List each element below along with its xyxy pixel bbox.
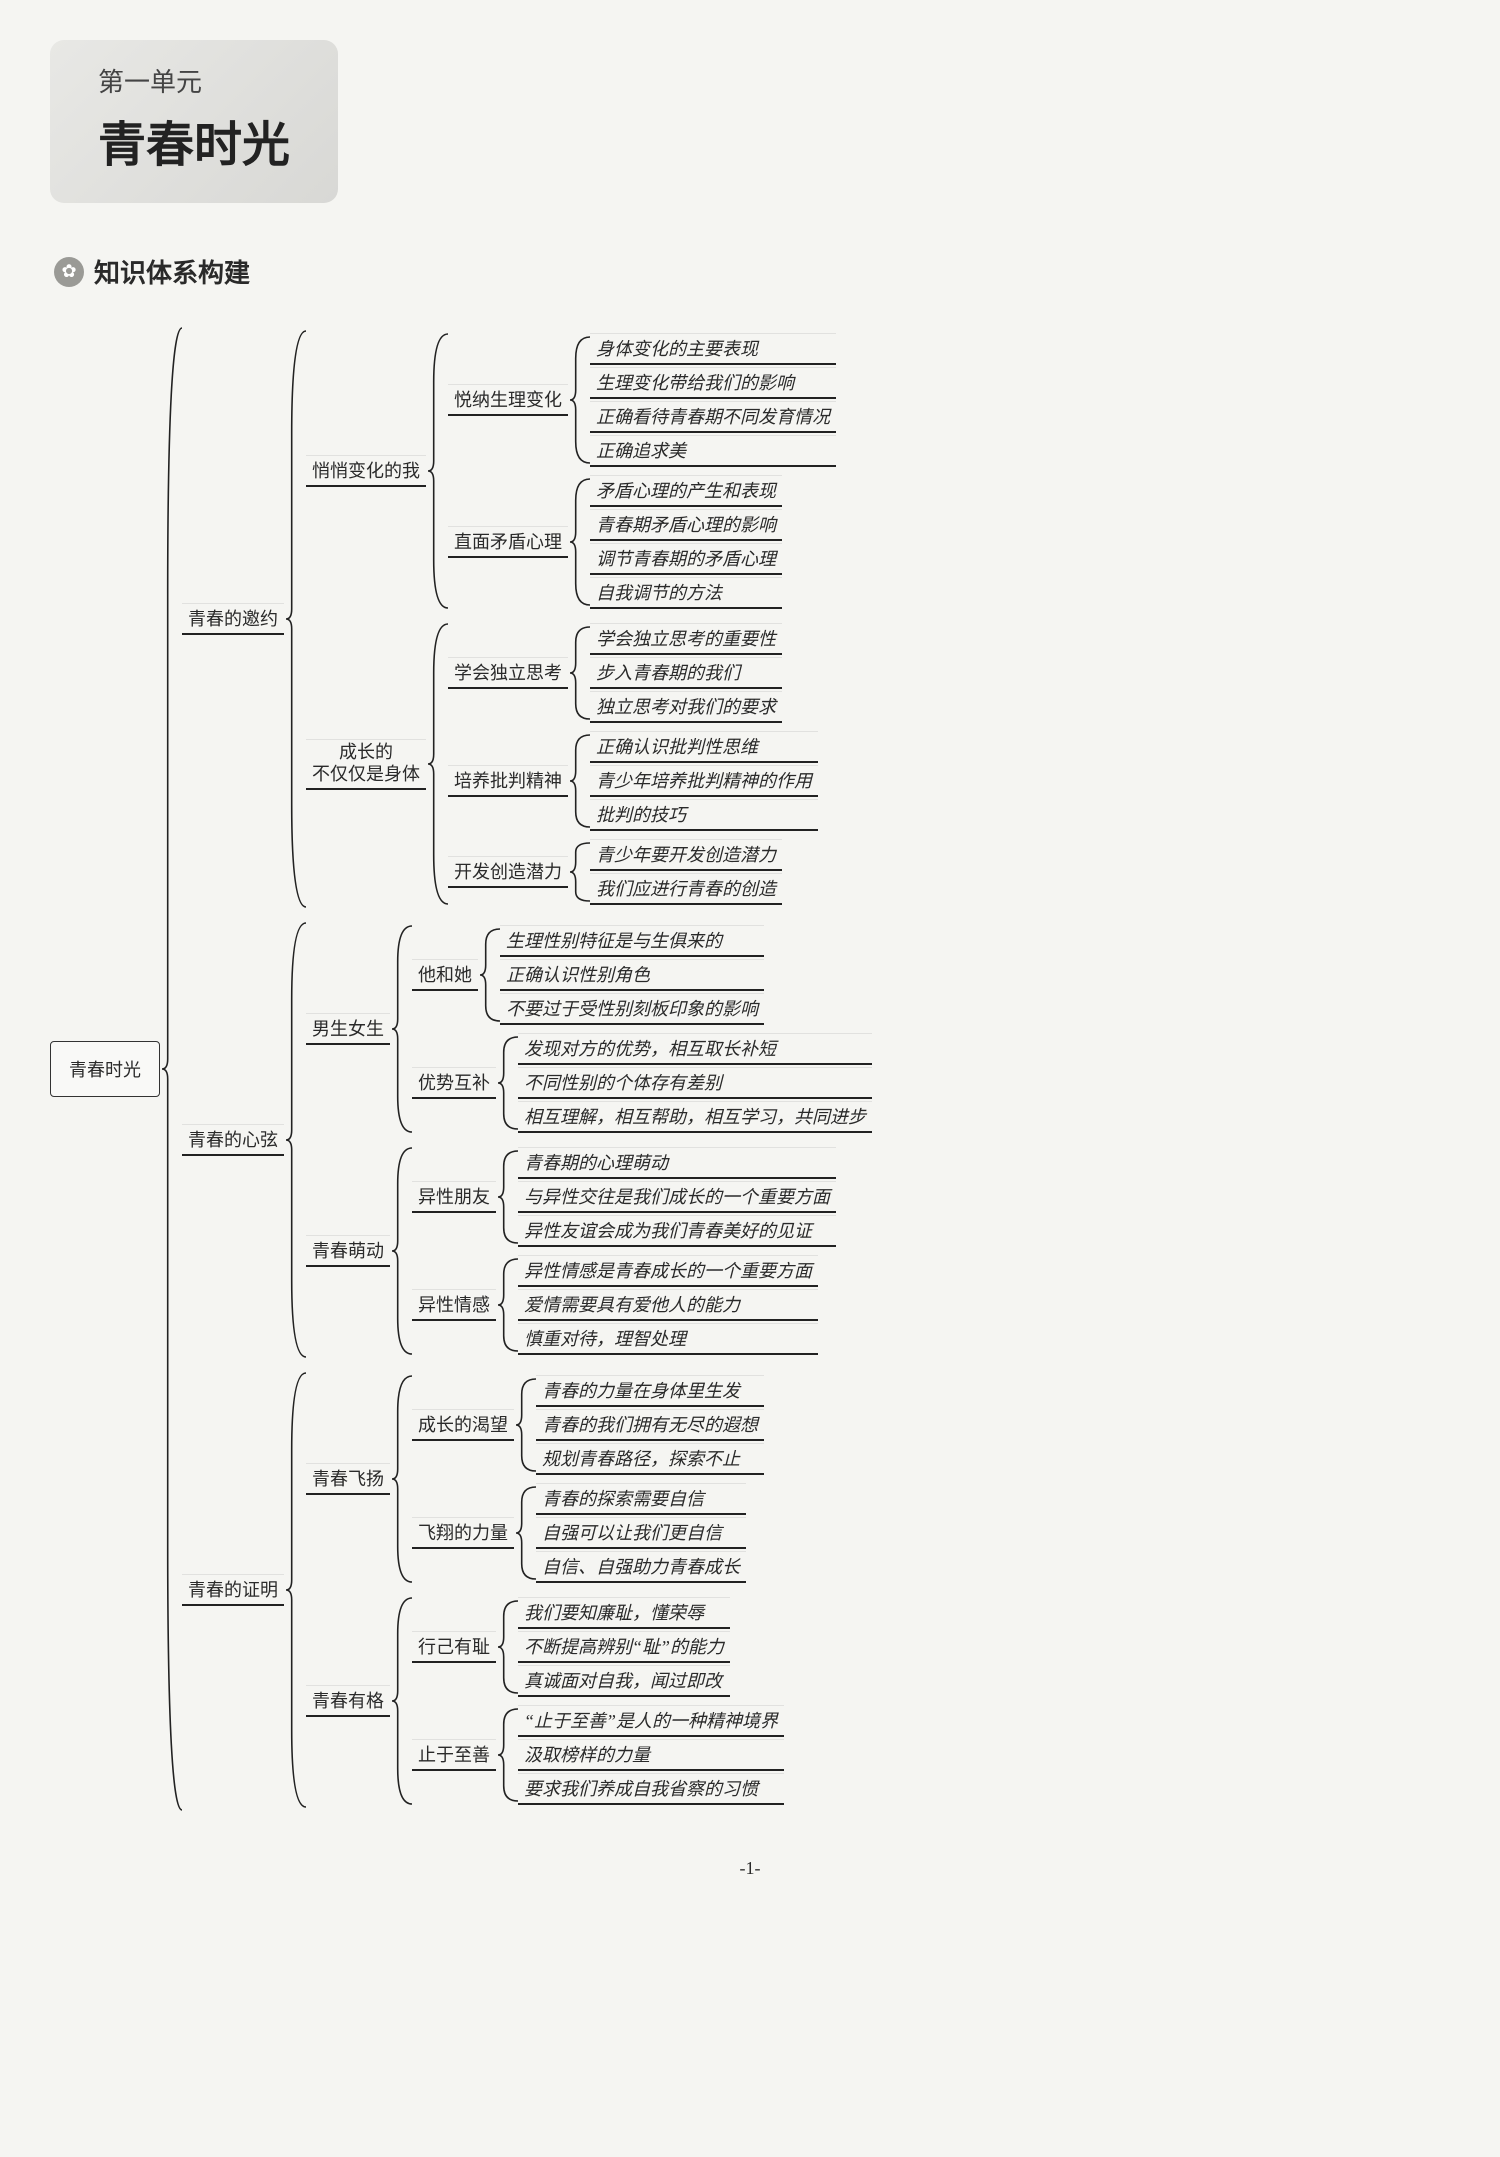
flower-icon: ✿ — [54, 257, 84, 287]
brace-icon — [568, 335, 590, 465]
leaf-node: 正确认识性别角色 — [500, 959, 764, 991]
root-node: 青春时光 — [50, 1041, 160, 1097]
leaf-node: 调节青春期的矛盾心理 — [590, 543, 782, 575]
branch-node: 青春萌动 — [306, 1235, 390, 1267]
brace-icon — [514, 1377, 536, 1473]
section-heading: ✿ 知识体系构建 — [54, 253, 1450, 290]
page-number: -1- — [50, 1858, 1450, 1879]
brace-icon — [284, 329, 306, 909]
leaf-node: 生理性别特征是与生俱来的 — [500, 925, 764, 957]
brace-icon — [496, 1707, 518, 1803]
leaf-node: 相互理解，相互帮助，相互学习，共同进步 — [518, 1101, 872, 1133]
brace-icon — [496, 1599, 518, 1695]
unit-header: 第一单元 青春时光 — [50, 40, 338, 203]
brace-icon — [390, 1146, 412, 1356]
leaf-node: 自信、自强助力青春成长 — [536, 1551, 746, 1583]
brace-icon — [390, 1374, 412, 1584]
leaf-node: 异性情感是青春成长的一个重要方面 — [518, 1255, 818, 1287]
leaf-node: 学会独立思考的重要性 — [590, 623, 782, 655]
brace-icon — [496, 1257, 518, 1353]
branch-node: 悄悄变化的我 — [306, 455, 426, 487]
leaf-node: 正确认识批判性思维 — [590, 731, 818, 763]
leaf-node: 发现对方的优势，相互取长补短 — [518, 1033, 872, 1065]
brace-icon — [426, 622, 448, 906]
branch-node: 异性朋友 — [412, 1181, 496, 1213]
branch-node: 他和她 — [412, 959, 478, 991]
branch-node: 悦纳生理变化 — [448, 384, 568, 416]
leaf-node: 青春的探索需要自信 — [536, 1483, 746, 1515]
brace-icon — [160, 326, 182, 1812]
mind-map: 青春时光 青春的邀约 悄悄变化的我 悦纳生理变化 身体变化的主要表现生理变化带给… — [50, 320, 1450, 1818]
brace-icon — [478, 927, 500, 1023]
branch-node: 青春有格 — [306, 1685, 390, 1717]
leaf-node: 生理变化带给我们的影响 — [590, 367, 836, 399]
branch-node: 异性情感 — [412, 1289, 496, 1321]
brace-icon — [496, 1035, 518, 1131]
leaf-node: 正确看待青春期不同发育情况 — [590, 401, 836, 433]
leaf-node: 身体变化的主要表现 — [590, 333, 836, 365]
leaf-node: 爱情需要具有爱他人的能力 — [518, 1289, 818, 1321]
branch-node: 男生女生 — [306, 1013, 390, 1045]
brace-icon — [284, 1371, 306, 1809]
brace-icon — [496, 1149, 518, 1245]
leaf-node: 不断提高辨别“耻”的能力 — [518, 1631, 730, 1663]
leaf-node: 青春的力量在身体里生发 — [536, 1375, 764, 1407]
leaf-node: 批判的技巧 — [590, 799, 818, 831]
leaf-node: 青少年培养批判精神的作用 — [590, 765, 818, 797]
leaf-node: 真诚面对自我，闻过即改 — [518, 1665, 730, 1697]
leaf-node: 步入青春期的我们 — [590, 657, 782, 689]
brace-icon — [568, 841, 590, 903]
branch-node: 学会独立思考 — [448, 657, 568, 689]
branch-node: 培养批判精神 — [448, 765, 568, 797]
brace-icon — [568, 625, 590, 721]
brace-icon — [390, 1596, 412, 1806]
leaf-node: 汲取榜样的力量 — [518, 1739, 784, 1771]
leaf-node: “止于至善”是人的一种精神境界 — [518, 1705, 784, 1737]
branch-node: 青春飞扬 — [306, 1463, 390, 1495]
leaf-node: 我们应进行青春的创造 — [590, 873, 782, 905]
branch-node: 青春的邀约 — [182, 603, 284, 635]
leaf-node: 矛盾心理的产生和表现 — [590, 475, 782, 507]
branch-node: 止于至善 — [412, 1739, 496, 1771]
leaf-node: 青春期矛盾心理的影响 — [590, 509, 782, 541]
leaf-node: 青春的我们拥有无尽的遐想 — [536, 1409, 764, 1441]
leaf-node: 慎重对待，理智处理 — [518, 1323, 818, 1355]
brace-icon — [284, 921, 306, 1359]
leaf-node: 与异性交往是我们成长的一个重要方面 — [518, 1181, 836, 1213]
brace-icon — [568, 733, 590, 829]
leaf-node: 不同性别的个体存有差别 — [518, 1067, 872, 1099]
leaf-node: 独立思考对我们的要求 — [590, 691, 782, 723]
brace-icon — [514, 1485, 536, 1581]
branch-node: 青春的证明 — [182, 1574, 284, 1606]
branch-node: 优势互补 — [412, 1067, 496, 1099]
leaf-node: 自强可以让我们更自信 — [536, 1517, 746, 1549]
brace-icon — [568, 477, 590, 607]
unit-title: 青春时光 — [98, 105, 290, 175]
branch-node: 青春的心弦 — [182, 1124, 284, 1156]
branch-node: 飞翔的力量 — [412, 1517, 514, 1549]
branch-node: 成长的不仅仅是身体 — [306, 739, 426, 790]
leaf-node: 异性友谊会成为我们青春美好的见证 — [518, 1215, 836, 1247]
leaf-node: 不要过于受性别刻板印象的影响 — [500, 993, 764, 1025]
leaf-node: 要求我们养成自我省察的习惯 — [518, 1773, 784, 1805]
leaf-node: 正确追求美 — [590, 435, 836, 467]
leaf-node: 我们要知廉耻，懂荣辱 — [518, 1597, 730, 1629]
brace-icon — [390, 924, 412, 1134]
section-heading-text: 知识体系构建 — [94, 253, 250, 290]
branch-node: 开发创造潜力 — [448, 856, 568, 888]
leaf-node: 青少年要开发创造潜力 — [590, 839, 782, 871]
unit-label: 第一单元 — [98, 62, 290, 99]
leaf-node: 青春期的心理萌动 — [518, 1147, 836, 1179]
branch-node: 行己有耻 — [412, 1631, 496, 1663]
brace-icon — [426, 332, 448, 610]
branch-node: 直面矛盾心理 — [448, 526, 568, 558]
leaf-node: 自我调节的方法 — [590, 577, 782, 609]
branch-node: 成长的渴望 — [412, 1409, 514, 1441]
leaf-node: 规划青春路径，探索不止 — [536, 1443, 764, 1475]
